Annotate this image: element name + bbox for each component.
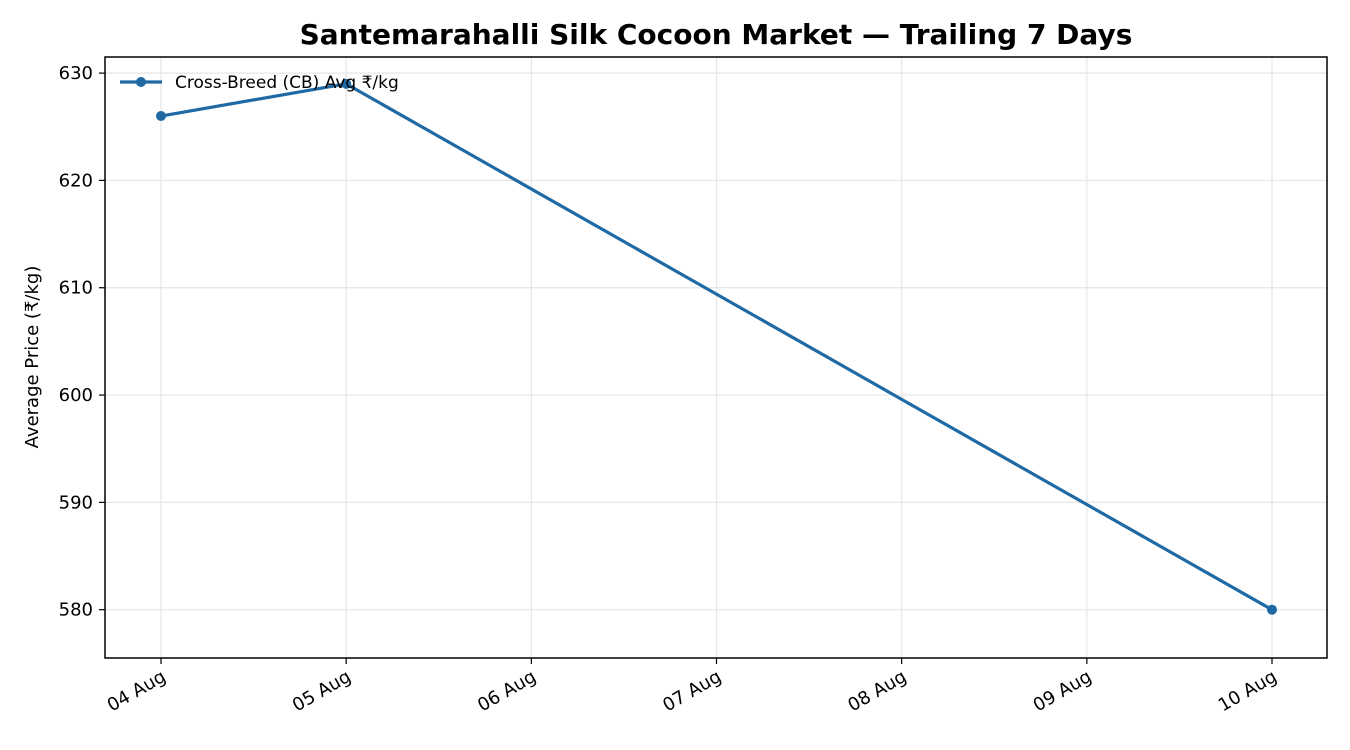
- y-tick-label: 590: [59, 492, 93, 513]
- x-tick-label: 09 Aug: [1030, 666, 1096, 716]
- data-point: [156, 111, 166, 122]
- x-tick-label: 07 Aug: [659, 666, 725, 716]
- x-tick-label: 04 Aug: [104, 666, 170, 716]
- legend: Cross-Breed (CB) Avg ₹/kg: [120, 73, 399, 93]
- y-axis: 580 590 600 610 620 630: [59, 63, 105, 621]
- chart-title: Santemarahalli Silk Cocoon Market — Trai…: [300, 18, 1133, 51]
- y-axis-label: Average Price (₹/kg): [22, 266, 43, 449]
- x-tick-label: 06 Aug: [474, 666, 540, 716]
- grid: [105, 57, 1327, 658]
- data-point: [341, 78, 352, 89]
- y-tick-label: 620: [59, 170, 93, 191]
- legend-marker: [136, 77, 146, 87]
- data-point: [1267, 604, 1277, 615]
- y-tick-label: 580: [59, 600, 93, 621]
- legend-label: Cross-Breed (CB) Avg ₹/kg: [175, 73, 399, 93]
- series-layer: [156, 78, 1277, 615]
- x-axis: 04 Aug 05 Aug 06 Aug 07 Aug 08 Aug 09 Aug 10 A…: [104, 658, 1281, 716]
- y-tick-label: 610: [59, 278, 93, 299]
- x-tick-label: 10 Aug: [1215, 666, 1281, 716]
- x-tick-label: 08 Aug: [844, 666, 910, 716]
- y-tick-label: 600: [59, 385, 93, 406]
- y-tick-label: 630: [59, 63, 93, 84]
- x-tick-label: 05 Aug: [289, 666, 355, 716]
